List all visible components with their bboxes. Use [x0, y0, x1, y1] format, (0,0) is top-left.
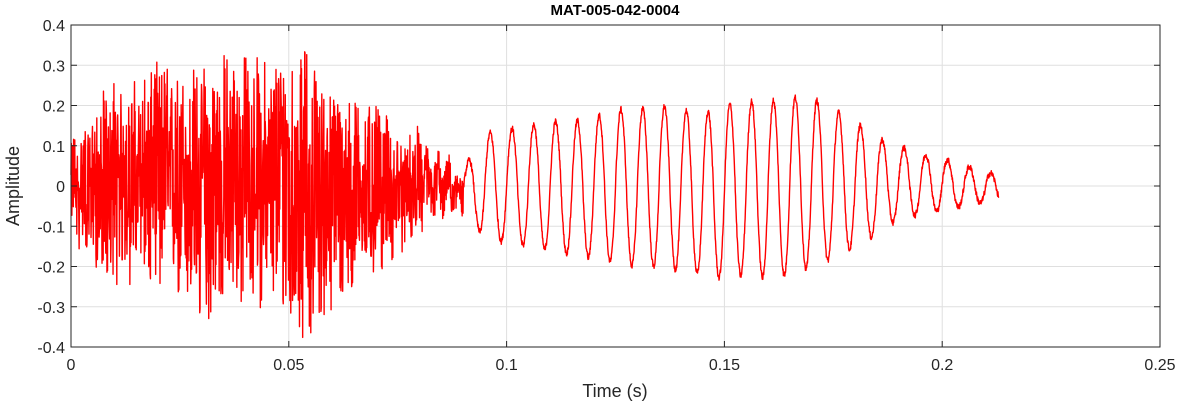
y-tick-labels: -0.4 -0.3 -0.2 -0.1 0 0.1 0.2 0.3 0.4 [37, 18, 65, 357]
y-tick-label: 0.4 [43, 18, 65, 35]
y-tick-label: 0.2 [43, 99, 65, 116]
y-tick-label: 0.3 [43, 58, 65, 75]
y-tick-label: 0.1 [43, 139, 65, 156]
x-tick-label: 0 [67, 357, 76, 374]
y-tick-label: -0.1 [37, 219, 65, 236]
tick-layer [70, 24, 1161, 348]
y-tick-label: -0.4 [37, 340, 65, 357]
x-tick-label: 0.15 [709, 357, 740, 374]
y-axis-label: Amplitude [3, 146, 23, 226]
chart-title: MAT-005-042-0004 [551, 2, 681, 19]
x-tick-label: 0.2 [931, 357, 953, 374]
y-tick-label: -0.2 [37, 260, 65, 277]
x-tick-labels: 0 0.05 0.1 0.15 0.2 0.25 [67, 357, 1176, 374]
y-tick-label: -0.3 [37, 300, 65, 317]
x-tick-label: 0.05 [273, 357, 304, 374]
x-tick-label: 0.1 [495, 357, 517, 374]
series-layer [70, 51, 1000, 339]
series-line [70, 51, 1000, 339]
y-tick-label: 0 [56, 179, 65, 196]
x-tick-label: 0.25 [1144, 357, 1175, 374]
x-axis-label: Time (s) [582, 381, 647, 401]
